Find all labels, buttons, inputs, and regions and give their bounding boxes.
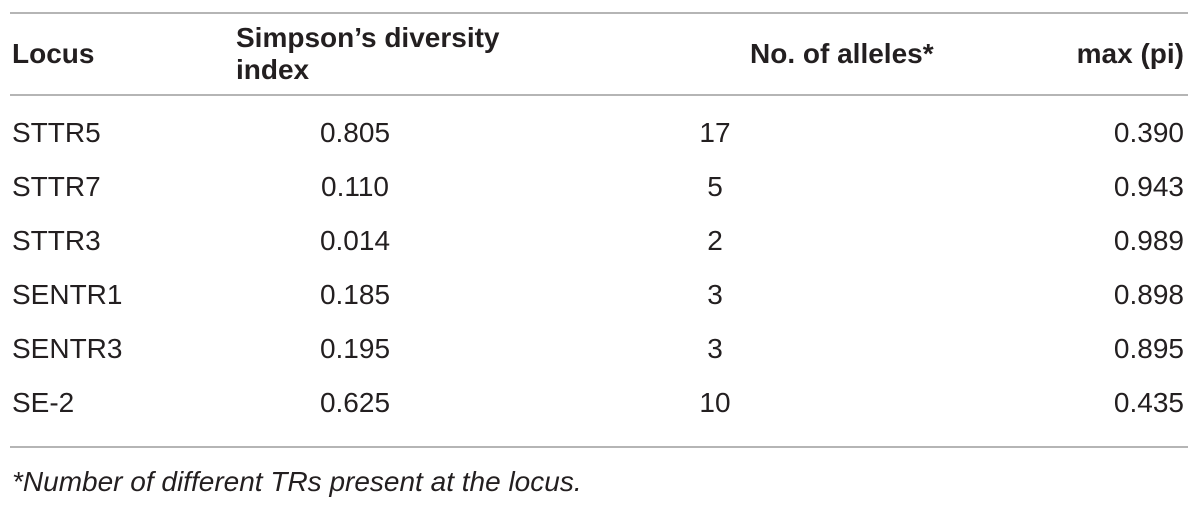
cell-simpson-index: 0.110 [321, 171, 389, 202]
table-header-row: Locus Simpson’s diversity index No. of a… [10, 14, 1188, 94]
table-body: STTR5 0.805 17 0.390 STTR7 0.110 5 0.943… [10, 96, 1188, 446]
cell-no-of-alleles: 3 [707, 333, 723, 364]
table-row: STTR7 0.110 5 0.943 [10, 160, 1188, 214]
table-row: SENTR1 0.185 3 0.898 [10, 268, 1188, 322]
bottom-rule [10, 446, 1188, 448]
table-row: SE-2 0.625 10 0.435 [10, 376, 1188, 430]
cell-max-pi: 0.895 [1113, 333, 1184, 364]
cell-max-pi: 0.390 [1113, 117, 1184, 148]
cell-locus: STTR5 [12, 117, 101, 148]
cell-no-of-alleles: 3 [707, 279, 723, 310]
header-rule [10, 94, 1188, 96]
top-rule [10, 12, 1188, 14]
table-row: STTR3 0.014 2 0.989 [10, 214, 1188, 268]
header-max-pi: max (pi) [1076, 38, 1184, 69]
cell-locus: SENTR3 [12, 333, 123, 364]
cell-simpson-index: 0.805 [319, 117, 391, 148]
data-table: Locus Simpson’s diversity index No. of a… [10, 12, 1188, 498]
cell-simpson-index: 0.014 [319, 225, 391, 256]
table-row: SENTR3 0.195 3 0.895 [10, 322, 1188, 376]
cell-no-of-alleles: 5 [707, 171, 723, 202]
cell-no-of-alleles: 10 [699, 387, 731, 418]
cell-no-of-alleles: 2 [707, 225, 723, 256]
header-locus: Locus [12, 38, 95, 69]
table-row: STTR5 0.805 17 0.390 [10, 106, 1188, 160]
cell-locus: SENTR1 [12, 279, 123, 310]
cell-locus: STTR7 [12, 171, 101, 202]
cell-max-pi: 0.989 [1113, 225, 1184, 256]
cell-no-of-alleles: 17 [699, 117, 731, 148]
cell-max-pi: 0.435 [1113, 387, 1184, 418]
cell-locus: SE-2 [12, 387, 75, 418]
cell-max-pi: 0.943 [1113, 171, 1184, 202]
cell-max-pi: 0.898 [1113, 279, 1184, 310]
cell-simpson-index: 0.185 [319, 279, 391, 310]
header-no-of-alleles: No. of alleles* [750, 38, 934, 69]
header-simpson-index: Simpson’s diversity index [236, 22, 500, 85]
cell-simpson-index: 0.625 [319, 387, 391, 418]
cell-simpson-index: 0.195 [319, 333, 391, 364]
cell-locus: STTR3 [12, 225, 101, 256]
table-footnote: *Number of different TRs present at the … [12, 466, 582, 497]
